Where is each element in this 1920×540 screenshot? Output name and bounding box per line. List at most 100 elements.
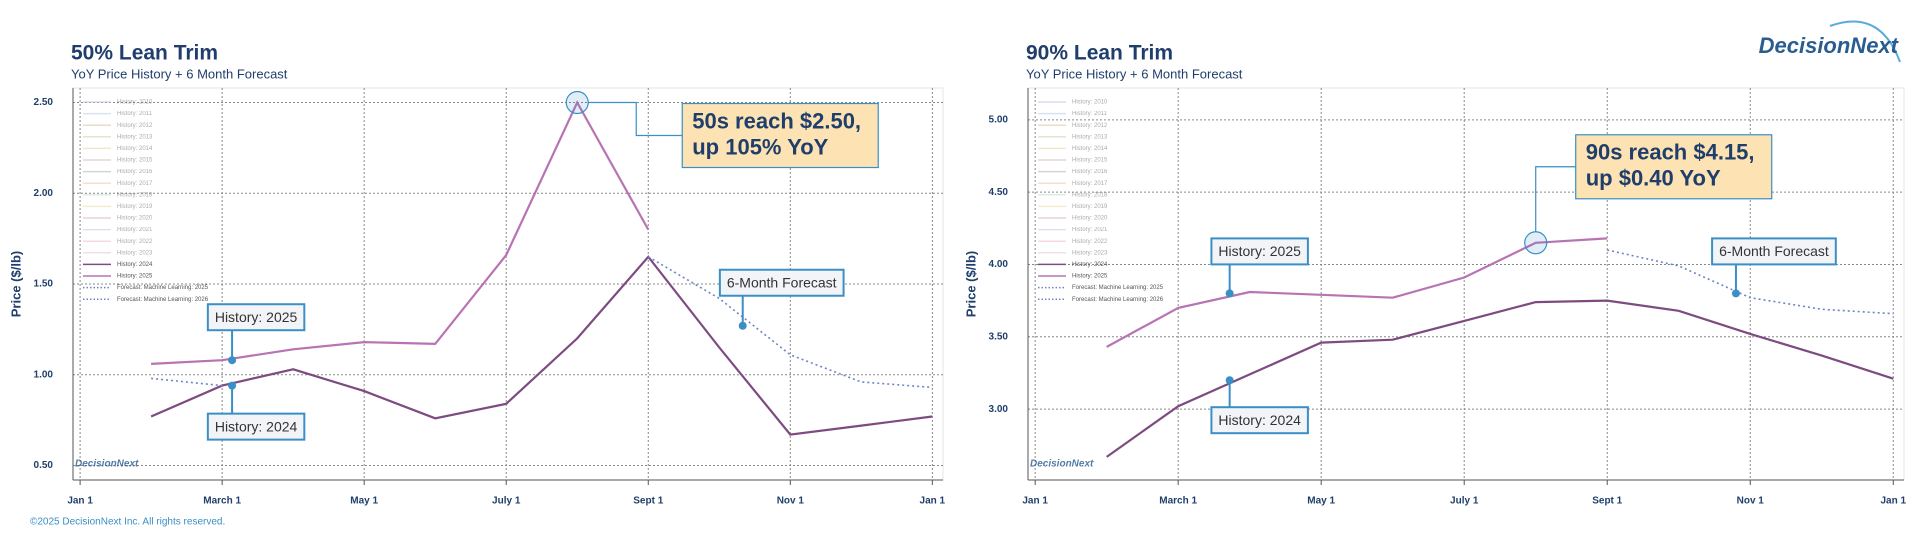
x-tick-label: Jan 1 xyxy=(67,496,93,507)
x-tick-label: Sept 1 xyxy=(633,496,663,507)
legend-label: History: 2010 xyxy=(117,100,153,106)
logo-text: DecisionNext xyxy=(1759,33,1900,58)
legend-label: History: 2020 xyxy=(117,216,153,222)
watermark: DecisionNext xyxy=(75,459,139,470)
y-axis-label: Price ($/lb) xyxy=(8,251,23,317)
annotation-marker xyxy=(1225,376,1234,385)
legend-label: History: 2020 xyxy=(1072,216,1108,222)
legend-label: History: 2025 xyxy=(1072,274,1108,280)
annotation-box xyxy=(1711,237,1837,266)
legend-label: History: 2015 xyxy=(117,158,153,164)
legend-label: History: 2023 xyxy=(117,250,153,256)
annotation-connector xyxy=(1535,166,1576,232)
annotation-box xyxy=(206,412,306,441)
legend-label: History: 2011 xyxy=(1072,111,1108,117)
callout-text: up $0.40 YoY xyxy=(1586,166,1721,191)
legend-label: History: 2013 xyxy=(1072,134,1108,140)
y-tick-label: 1.00 xyxy=(34,369,54,380)
annotation-text: History: 2024 xyxy=(1218,412,1301,428)
logo: DecisionNext xyxy=(1759,20,1901,63)
annotation-marker xyxy=(565,90,589,115)
legend-label: Forecast: Machine Learning: 2026 xyxy=(1072,297,1164,303)
legend-label: History: 2018 xyxy=(1072,192,1108,198)
chart-title: 90% Lean Trim xyxy=(1026,42,1173,65)
callout-box xyxy=(1575,134,1773,200)
legend-label: History: 2025 xyxy=(117,274,153,280)
annotation-box xyxy=(206,303,306,332)
x-tick-label: July 1 xyxy=(1450,496,1479,507)
legend-label: History: 2019 xyxy=(1072,204,1108,210)
y-tick-label: 4.50 xyxy=(989,187,1009,198)
callout-text: 50s reach $2.50, xyxy=(692,108,861,133)
legend-label: History: 2024 xyxy=(117,262,153,268)
y-tick-label: 2.00 xyxy=(34,188,54,199)
x-tick-label: May 1 xyxy=(350,496,378,507)
x-tick-label: March 1 xyxy=(203,496,241,507)
annotation-marker xyxy=(1731,289,1740,298)
logo-arc xyxy=(1829,20,1901,63)
x-tick-label: July 1 xyxy=(492,496,521,507)
y-tick-label: 4.00 xyxy=(989,259,1009,270)
annotation-text: History: 2025 xyxy=(1218,243,1301,259)
callout-box xyxy=(681,102,879,169)
y-tick-label: 1.50 xyxy=(34,279,54,290)
annotation-text: 6-Month Forecast xyxy=(727,274,837,290)
x-tick-label: Jan 1 xyxy=(1880,496,1906,507)
callout-text: up 105% YoY xyxy=(692,134,828,159)
footer: ©2025 DecisionNext Inc. All rights reser… xyxy=(30,517,225,528)
legend-label: History: 2019 xyxy=(117,204,153,210)
annotation-box xyxy=(1210,406,1309,435)
annotation-marker xyxy=(738,321,747,330)
legend-label: History: 2016 xyxy=(1072,169,1108,175)
x-tick-label: Jan 1 xyxy=(1022,496,1048,507)
watermark: DecisionNext xyxy=(1030,459,1094,470)
plot-frame xyxy=(1027,87,1905,481)
x-tick-label: Sept 1 xyxy=(1592,496,1622,507)
legend-label: History: 2024 xyxy=(1072,262,1108,268)
annotation-marker xyxy=(1524,231,1548,255)
series-line xyxy=(1106,237,1608,348)
legend-label: History: 2023 xyxy=(1072,250,1108,256)
legend-label: History: 2010 xyxy=(1072,100,1108,106)
annotation-text: History: 2025 xyxy=(215,309,298,325)
legend-label: History: 2012 xyxy=(117,123,153,129)
legend-label: History: 2021 xyxy=(1072,227,1108,233)
legend-label: History: 2017 xyxy=(117,181,153,187)
legend-label: Forecast: Machine Learning: 2025 xyxy=(1072,285,1164,291)
x-tick-label: March 1 xyxy=(1159,496,1197,507)
series-line xyxy=(151,377,223,387)
legend-label: History: 2012 xyxy=(1072,123,1108,129)
series-line xyxy=(150,255,933,436)
legend-label: History: 2017 xyxy=(1072,181,1108,187)
y-tick-label: 5.00 xyxy=(989,114,1009,125)
series-line xyxy=(1106,299,1894,458)
series-line xyxy=(1607,249,1894,315)
legend-label: History: 2011 xyxy=(117,111,153,117)
legend-label: History: 2021 xyxy=(117,227,153,233)
chart-subtitle: YoY Price History + 6 Month Forecast xyxy=(71,66,288,81)
annotation-marker xyxy=(228,381,237,390)
chart-title: 50% Lean Trim xyxy=(71,42,218,65)
callout-text: 90s reach $4.15, xyxy=(1586,140,1755,165)
annotation-connector xyxy=(588,101,683,137)
annotation-text: 6-Month Forecast xyxy=(1719,243,1829,259)
x-tick-label: Nov 1 xyxy=(1737,496,1765,507)
x-tick-label: Jan 1 xyxy=(920,496,946,507)
legend-label: History: 2014 xyxy=(117,146,153,152)
y-tick-label: 2.50 xyxy=(34,97,54,108)
chart-subtitle: YoY Price History + 6 Month Forecast xyxy=(1026,66,1243,81)
annotation-box xyxy=(1210,237,1309,266)
legend-label: History: 2022 xyxy=(1072,239,1108,245)
annotation-box xyxy=(718,268,845,297)
legend-label: Forecast: Machine Learning: 2026 xyxy=(117,297,209,303)
legend-label: History: 2018 xyxy=(117,192,153,198)
legend-label: History: 2016 xyxy=(117,169,153,175)
legend-label: History: 2022 xyxy=(117,239,153,245)
x-tick-label: May 1 xyxy=(1307,496,1335,507)
y-tick-label: 0.50 xyxy=(34,460,54,471)
x-tick-label: Nov 1 xyxy=(777,496,805,507)
annotation-marker xyxy=(1225,289,1234,298)
